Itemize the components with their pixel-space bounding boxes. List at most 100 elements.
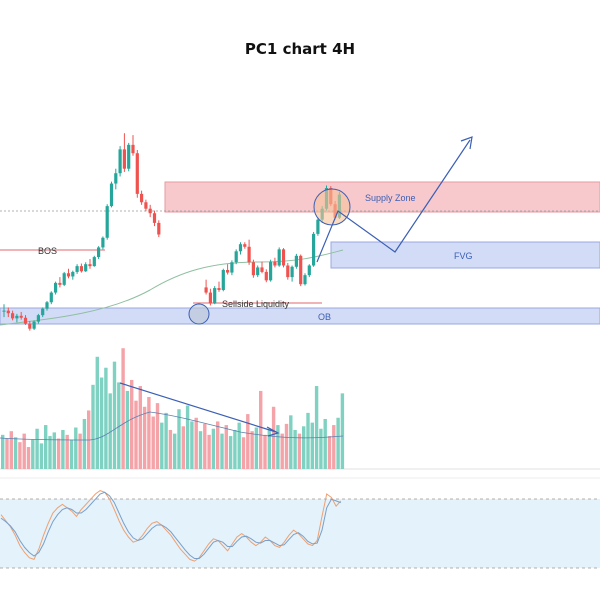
volume-bar bbox=[185, 405, 190, 469]
projection-path bbox=[316, 139, 471, 263]
candle-body bbox=[92, 257, 96, 267]
volume-bar bbox=[310, 422, 314, 469]
oscillator-lines-group bbox=[0, 490, 342, 562]
candle-body bbox=[230, 262, 234, 273]
volume-bar bbox=[48, 436, 52, 469]
volume-bar bbox=[302, 426, 306, 469]
volume-bar bbox=[39, 443, 44, 469]
candle-body bbox=[135, 153, 139, 194]
volume-bar bbox=[134, 400, 138, 469]
candle-body bbox=[277, 249, 281, 266]
candle-body bbox=[234, 251, 238, 263]
volume-bar bbox=[297, 433, 302, 469]
volume-bar bbox=[160, 422, 164, 469]
volume-bar bbox=[327, 436, 332, 469]
supply-zone-box bbox=[164, 181, 600, 213]
volume-bar bbox=[181, 426, 185, 469]
oscillator-d-line bbox=[0, 491, 341, 559]
candle-body bbox=[41, 308, 45, 316]
candle-body bbox=[32, 321, 36, 329]
volume-bar bbox=[323, 418, 327, 469]
candle-body bbox=[144, 202, 148, 209]
candle-body bbox=[62, 273, 66, 285]
chart-title: PC1 chart 4H bbox=[244, 40, 356, 58]
volume-bar bbox=[56, 438, 61, 469]
candle-body bbox=[316, 219, 320, 234]
volume-bar bbox=[336, 417, 340, 469]
candle-body bbox=[19, 315, 23, 318]
candle-body bbox=[2, 310, 6, 312]
volume-trend-arrowhead bbox=[266, 426, 280, 437]
volume-bar bbox=[332, 425, 336, 469]
candle-body bbox=[15, 315, 19, 319]
volume-bar bbox=[35, 428, 39, 469]
candle-body bbox=[299, 255, 303, 285]
ob-label: OB bbox=[318, 312, 331, 322]
volume-bar bbox=[267, 428, 271, 469]
volume-bar bbox=[74, 427, 78, 469]
candle-body bbox=[264, 271, 268, 281]
candle-body bbox=[307, 265, 311, 276]
candle-body bbox=[71, 271, 75, 277]
volume-bar bbox=[211, 428, 216, 469]
candle-body bbox=[36, 315, 40, 322]
candle-body bbox=[204, 287, 208, 293]
volume-bar bbox=[164, 412, 168, 469]
candle-body bbox=[28, 323, 32, 329]
volume-bars-group bbox=[1, 348, 345, 469]
volume-bar bbox=[155, 403, 160, 469]
candle-body bbox=[6, 310, 10, 314]
volume-bar bbox=[340, 393, 345, 469]
candle-body bbox=[79, 266, 83, 272]
volume-bar bbox=[31, 439, 35, 469]
candle-body bbox=[88, 264, 92, 267]
volume-bar bbox=[254, 427, 259, 469]
volume-bar bbox=[216, 421, 220, 469]
volume-bar bbox=[117, 382, 121, 469]
candle-body bbox=[140, 193, 144, 203]
volume-bar bbox=[22, 433, 26, 469]
volume-bar bbox=[263, 434, 267, 469]
candle-body bbox=[127, 144, 131, 169]
candle-body bbox=[122, 149, 126, 169]
candle-body bbox=[281, 249, 286, 266]
volume-bar bbox=[95, 356, 99, 469]
volume-bar bbox=[314, 386, 319, 469]
candle-body bbox=[75, 266, 79, 272]
candle-body bbox=[208, 292, 212, 304]
volume-bar bbox=[5, 438, 9, 469]
volume-bar bbox=[44, 425, 48, 469]
volume-bar bbox=[194, 417, 198, 469]
candle-body bbox=[118, 149, 122, 174]
volume-bar bbox=[69, 439, 74, 469]
volume-trend-arrow bbox=[119, 382, 277, 433]
volume-bar bbox=[280, 433, 284, 469]
volume-bar bbox=[198, 431, 203, 469]
volume-bar bbox=[224, 425, 228, 469]
fvg-label: FVG bbox=[454, 251, 473, 261]
candle-body bbox=[294, 255, 298, 267]
fvg-zone-box bbox=[330, 241, 600, 269]
candle-body bbox=[84, 264, 88, 272]
candle-body bbox=[11, 313, 15, 319]
volume-bar bbox=[104, 367, 108, 469]
candles-group bbox=[2, 133, 341, 331]
volume-bar bbox=[250, 431, 254, 469]
candle-body bbox=[217, 288, 221, 290]
volume-bar bbox=[168, 429, 173, 469]
candle-body bbox=[131, 144, 135, 154]
candle-body bbox=[152, 213, 157, 223]
candle-body bbox=[312, 233, 316, 266]
volume-bar bbox=[108, 393, 112, 469]
volume-bar bbox=[259, 390, 263, 469]
moving-average-line bbox=[0, 249, 344, 326]
volume-bar bbox=[293, 429, 297, 469]
volume-bar bbox=[151, 416, 155, 469]
candle-body bbox=[221, 270, 225, 290]
candle-body bbox=[226, 270, 230, 273]
candle-body bbox=[260, 267, 264, 272]
candle-body bbox=[251, 262, 255, 276]
candle-body bbox=[286, 265, 290, 278]
volume-bar bbox=[1, 434, 5, 469]
